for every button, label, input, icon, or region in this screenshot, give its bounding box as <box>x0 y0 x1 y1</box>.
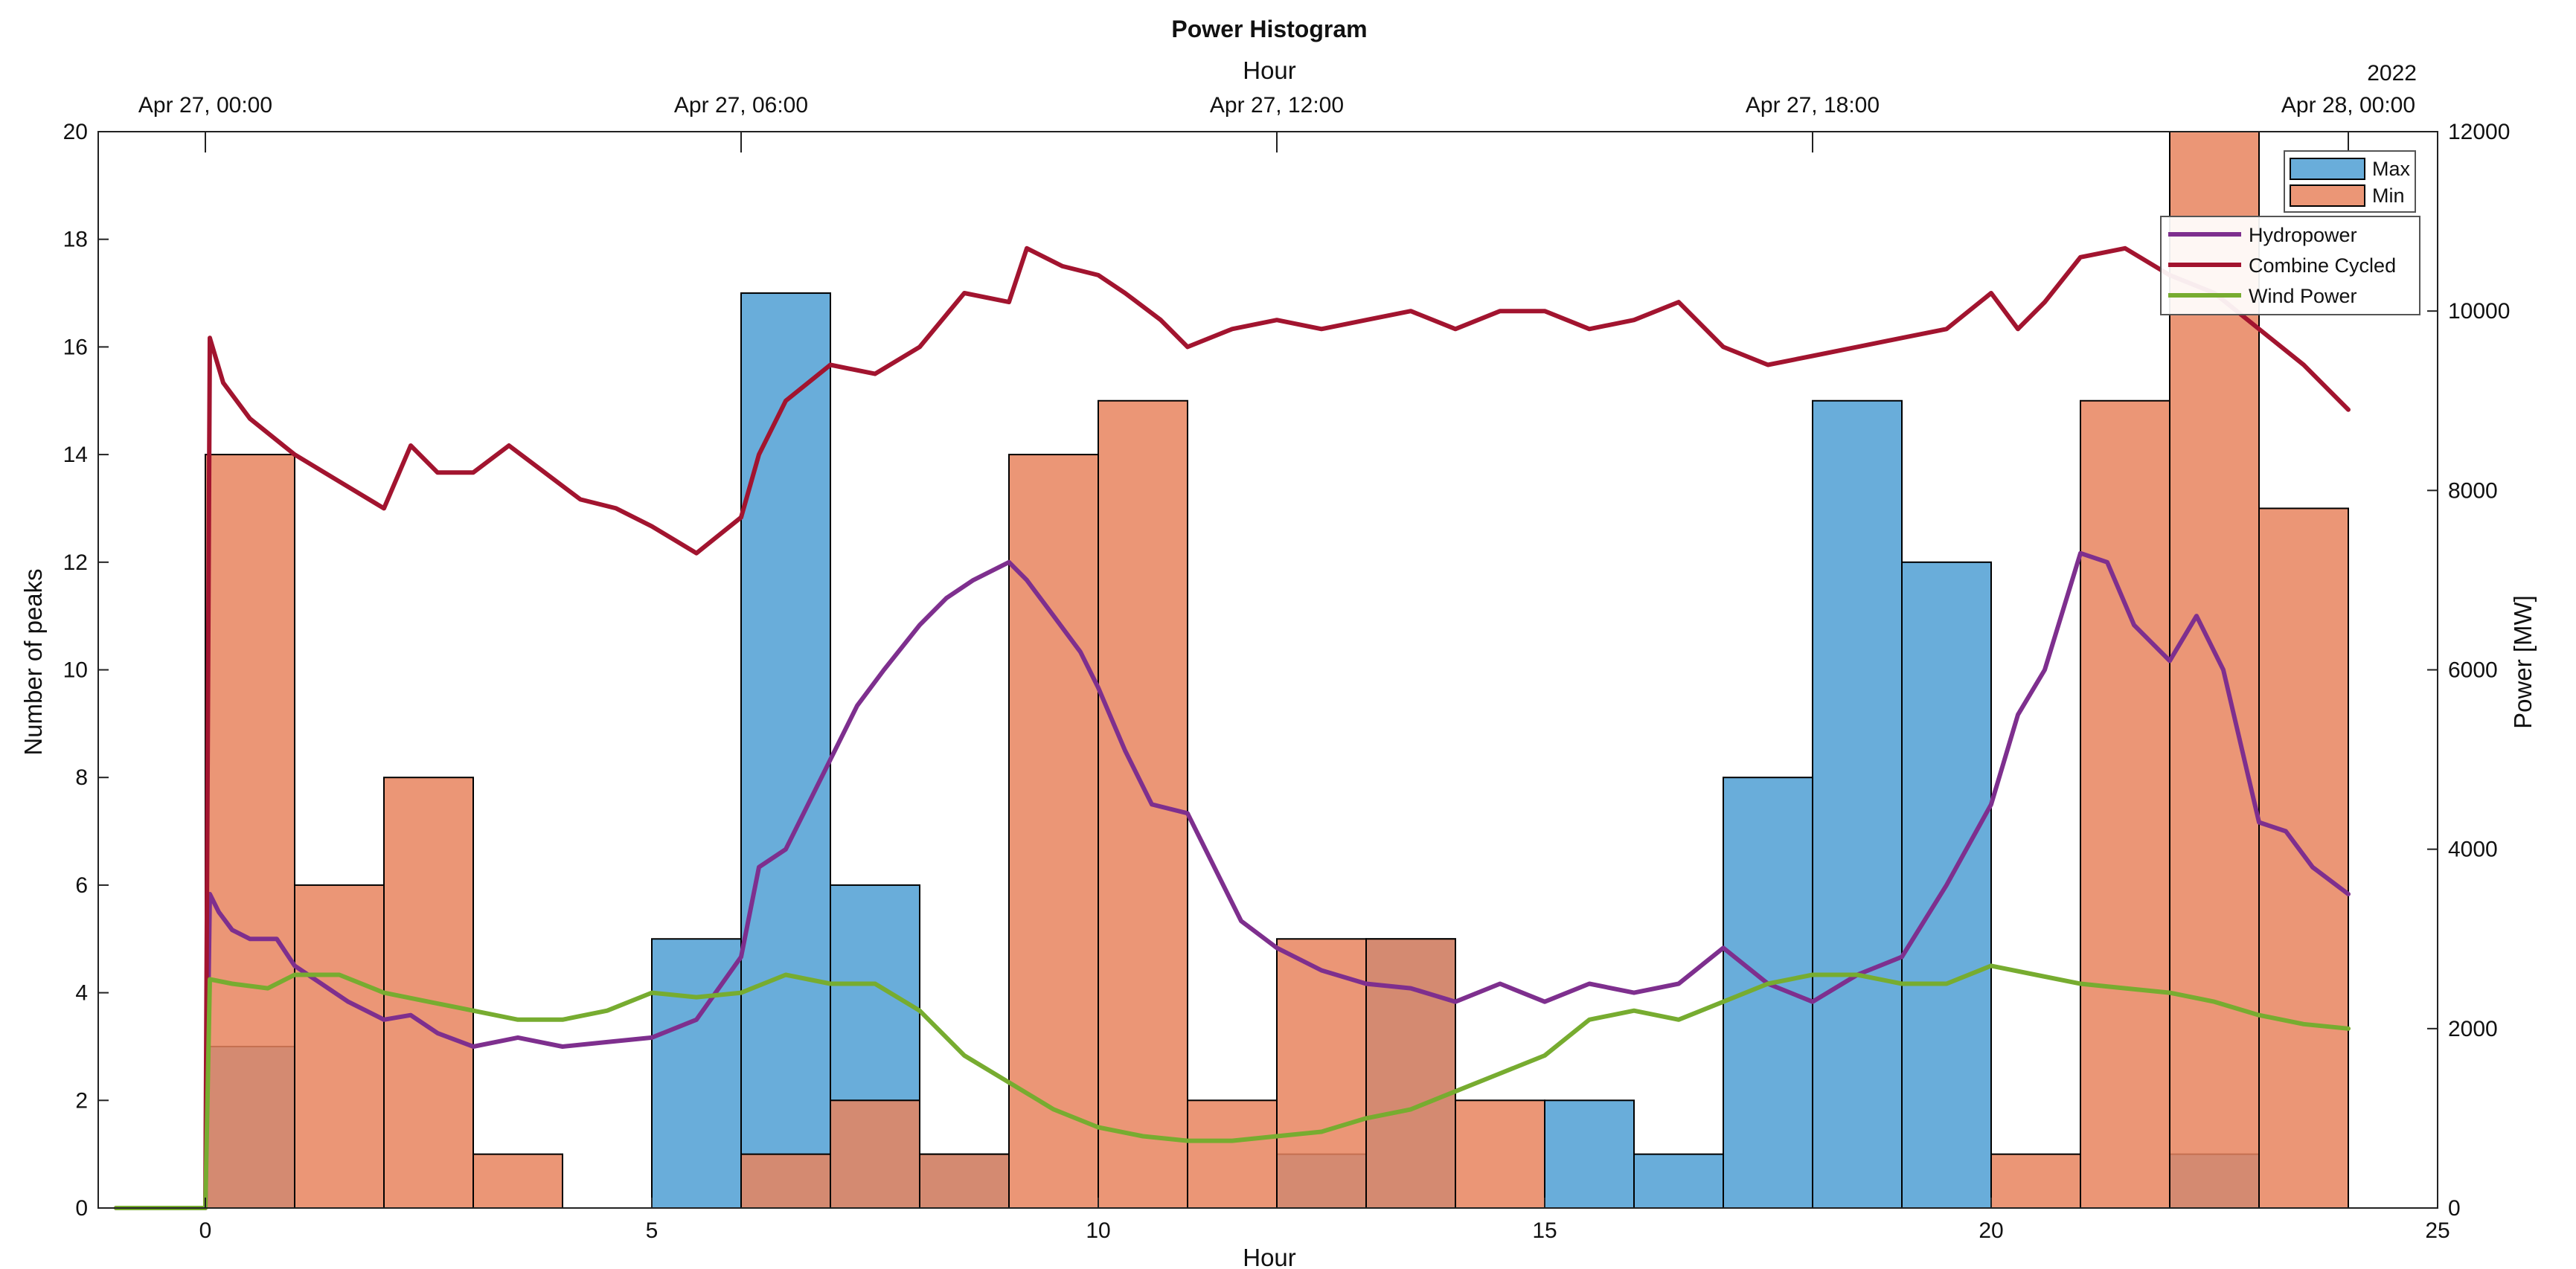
bar-min-bin-20 <box>1990 1153 2081 1209</box>
left-y-tick-label-18: 18 <box>63 228 88 252</box>
right-y-tick-label-6000: 6000 <box>2448 658 2498 683</box>
bar-min-bin-10 <box>1098 399 1188 1209</box>
legend-label-min: Min <box>2372 184 2405 207</box>
bar-min-bin-1 <box>294 884 385 1209</box>
left-y-axis-title: Number of peaks <box>19 568 47 755</box>
right-y-tick-label-0: 0 <box>2448 1196 2461 1221</box>
top-tick-label-1: Apr 27, 06:00 <box>674 93 808 118</box>
bar-max-bin-6 <box>740 292 831 1209</box>
bar-min-bin-2 <box>383 777 474 1209</box>
top-tick-label-4: Apr 28, 00:00 <box>2281 93 2415 118</box>
bar-max-bin-17 <box>1723 777 1813 1209</box>
legend-swatch-max <box>2290 158 2365 180</box>
histogram-bars <box>205 131 2349 1209</box>
top-axis-title: Hour <box>1243 57 1296 84</box>
left-y-tick-label-2: 2 <box>75 1088 88 1113</box>
right-y-tick-label-8000: 8000 <box>2448 478 2498 503</box>
chart-title: Power Histogram <box>1171 16 1367 42</box>
x-tick-label-5: 5 <box>646 1218 659 1243</box>
top-axis-year-label: 2022 <box>2367 61 2417 86</box>
left-y-tick-label-10: 10 <box>63 658 88 683</box>
legend-label-combine-cycled: Combine Cycled <box>2249 254 2396 277</box>
x-tick-label-15: 15 <box>1532 1218 1557 1243</box>
bar-min-bin-8 <box>919 1153 1010 1209</box>
top-tick-label-3: Apr 27, 18:00 <box>1746 93 1880 118</box>
top-tick-label-0: Apr 27, 00:00 <box>138 93 272 118</box>
right-y-tick-label-12000: 12000 <box>2448 120 2510 144</box>
left-y-tick-label-8: 8 <box>75 765 88 790</box>
right-y-axis-title: Power [MW] <box>2509 595 2537 729</box>
bar-min-bin-0 <box>205 454 295 1209</box>
bar-min-bin-21 <box>2080 399 2170 1209</box>
left-y-tick-label-20: 20 <box>63 120 88 144</box>
x-tick-label-10: 10 <box>1086 1218 1110 1243</box>
bar-min-bin-13 <box>1365 938 1456 1209</box>
bar-min-bin-7 <box>830 1099 920 1209</box>
legend-label-wind-power: Wind Power <box>2249 285 2357 307</box>
legend-swatch-min <box>2290 184 2365 207</box>
left-y-tick-label-14: 14 <box>63 443 88 467</box>
x-tick-label-20: 20 <box>1979 1218 2003 1243</box>
left-y-tick-label-16: 16 <box>63 335 88 359</box>
bar-max-bin-15 <box>1544 1099 1635 1209</box>
line-wind-power <box>114 963 2351 1210</box>
x-tick-label-25: 25 <box>2425 1218 2450 1243</box>
right-y-tick-label-10000: 10000 <box>2448 299 2510 324</box>
legend: Max Min Hydropower Combine Cycled Wind Power <box>2160 150 2420 315</box>
power-lines <box>114 245 2351 1210</box>
bar-max-bin-18 <box>1812 399 1903 1209</box>
right-y-tick-label-4000: 4000 <box>2448 838 2498 862</box>
left-y-tick-label-0: 0 <box>75 1196 88 1221</box>
x-tick-label-0: 0 <box>199 1218 212 1243</box>
bar-min-bin-12 <box>1276 938 1367 1209</box>
bar-min-bin-11 <box>1187 1099 1278 1209</box>
bar-min-bin-3 <box>472 1153 563 1209</box>
bar-min-bin-9 <box>1008 454 1099 1209</box>
x-axis-title: Hour <box>1243 1244 1296 1269</box>
line-combine-cycled <box>114 245 2351 1210</box>
left-y-tick-label-4: 4 <box>75 981 88 1006</box>
right-y-tick-label-2000: 2000 <box>2448 1017 2498 1041</box>
bar-min-bin-6 <box>740 1153 831 1209</box>
legend-label-max: Max <box>2372 158 2411 180</box>
bar-max-bin-16 <box>1633 1153 1724 1209</box>
left-y-tick-label-6: 6 <box>75 873 88 898</box>
bar-max-bin-5 <box>651 938 742 1209</box>
left-y-tick-label-12: 12 <box>63 550 88 575</box>
top-tick-label-2: Apr 27, 12:00 <box>1210 93 1344 118</box>
bar-min-bin-14 <box>1455 1099 1545 1209</box>
legend-label-hydropower: Hydropower <box>2249 224 2357 246</box>
line-hydropower <box>114 550 2351 1210</box>
